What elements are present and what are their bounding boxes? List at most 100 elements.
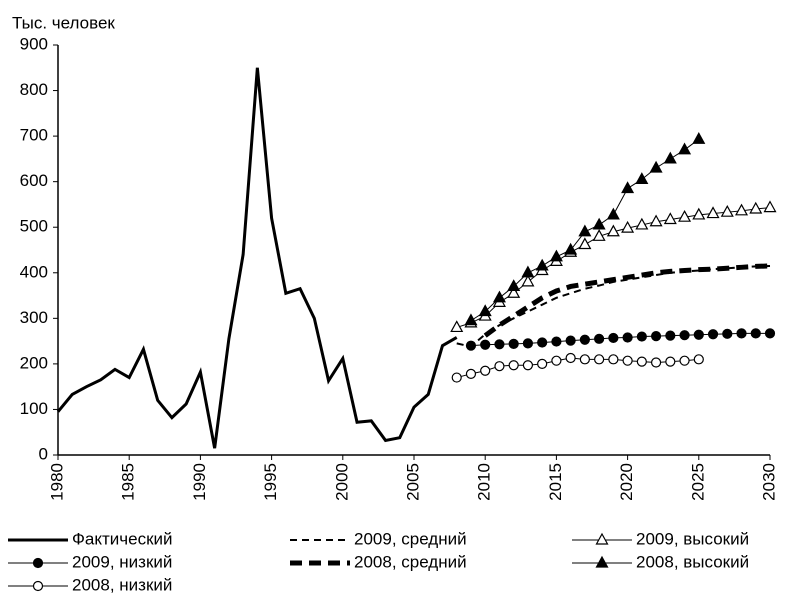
legend-label: 2009, низкий (72, 552, 172, 571)
marker (621, 220, 635, 233)
marker (549, 249, 563, 262)
y-tick-label: 300 (20, 308, 48, 327)
legend-marker (32, 580, 44, 592)
marker (537, 337, 548, 348)
y-tick-label: 200 (20, 353, 48, 372)
marker (622, 332, 633, 343)
marker (663, 151, 677, 164)
marker (507, 279, 521, 292)
marker (594, 333, 605, 344)
marker (693, 329, 704, 340)
marker (678, 142, 692, 155)
marker (763, 200, 777, 213)
legend-label: 2008, высокий (636, 552, 749, 571)
series-line (470, 332, 770, 347)
y-tick-label: 100 (20, 399, 48, 418)
marker (678, 209, 692, 222)
y-tick-label: 500 (20, 217, 48, 236)
marker (521, 265, 535, 278)
x-tick-label: 1995 (261, 463, 280, 501)
marker (608, 354, 619, 365)
marker (606, 207, 620, 220)
marker (592, 229, 606, 241)
marker (665, 330, 676, 341)
marker (679, 330, 690, 341)
marker (535, 258, 549, 271)
marker (706, 206, 720, 219)
marker (492, 290, 506, 303)
marker (508, 338, 519, 349)
marker (579, 334, 590, 345)
x-tick-label: 2010 (475, 463, 494, 501)
marker (537, 358, 548, 369)
x-tick-label: 2005 (403, 463, 422, 501)
marker (565, 352, 576, 364)
marker (465, 368, 477, 380)
x-tick-label: 2025 (688, 463, 707, 501)
legend-marker (32, 557, 44, 569)
marker (480, 339, 491, 350)
marker (665, 356, 676, 367)
marker (649, 160, 663, 173)
marker (565, 335, 576, 346)
marker (692, 207, 706, 220)
marker (635, 172, 649, 184)
marker (622, 355, 633, 366)
marker (451, 372, 462, 383)
marker (522, 360, 534, 371)
marker (579, 354, 590, 365)
legend-label: Фактический (72, 529, 173, 548)
marker (679, 355, 690, 366)
marker (650, 357, 662, 368)
marker (635, 217, 649, 230)
marker (551, 336, 562, 347)
marker (564, 242, 578, 255)
marker (650, 331, 662, 342)
legend-marker (595, 532, 609, 545)
marker (649, 214, 663, 227)
series-line (483, 263, 771, 338)
marker (494, 361, 505, 372)
y-tick-label: 600 (20, 171, 48, 190)
x-tick-label: 2030 (759, 463, 778, 501)
marker (450, 320, 464, 333)
marker (465, 340, 477, 351)
legend-label: 2009, высокий (636, 529, 749, 548)
marker (464, 313, 478, 326)
x-tick-label: 2015 (546, 463, 565, 501)
legend-label: 2009, средний (354, 529, 467, 548)
marker (692, 132, 706, 144)
series-line (456, 357, 699, 379)
legend-label: 2008, низкий (72, 575, 172, 594)
marker (636, 356, 647, 367)
marker (522, 338, 534, 349)
marker (478, 304, 492, 317)
marker (551, 355, 562, 366)
marker (480, 365, 491, 376)
y-axis-label: Тыс. человек (12, 13, 115, 32)
legend-label: 2008, средний (354, 552, 467, 571)
y-tick-label: 700 (20, 126, 48, 145)
legend-marker (595, 555, 609, 568)
marker (735, 203, 749, 216)
marker (521, 274, 535, 287)
marker (507, 286, 521, 298)
marker (750, 328, 761, 339)
marker (508, 360, 519, 371)
marker (592, 217, 606, 230)
marker (578, 224, 592, 237)
marker (720, 204, 734, 217)
marker (606, 224, 620, 237)
marker (578, 237, 592, 250)
x-tick-label: 1985 (119, 463, 138, 501)
marker (707, 329, 719, 340)
marker (608, 332, 619, 344)
y-tick-label: 0 (39, 444, 48, 463)
marker (736, 328, 747, 339)
marker (594, 354, 605, 365)
series-line (56, 67, 458, 449)
x-tick-label: 1980 (47, 463, 66, 501)
x-tick-label: 2020 (617, 463, 636, 501)
marker (621, 181, 635, 194)
